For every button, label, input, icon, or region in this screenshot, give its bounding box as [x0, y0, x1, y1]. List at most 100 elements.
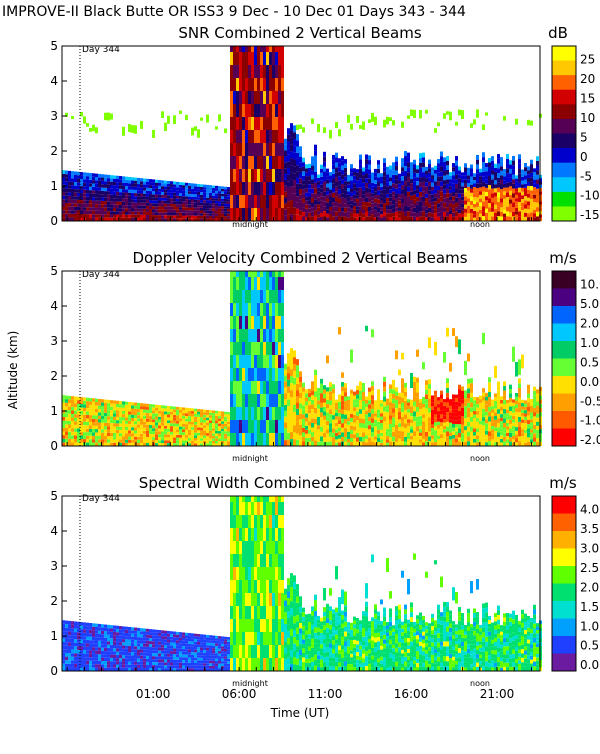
heatmap-cell: [371, 329, 374, 337]
heatmap-cell: [416, 205, 419, 209]
heatmap-cell: [233, 355, 236, 368]
heatmap-cell: [206, 425, 209, 428]
heatmap-cell: [185, 205, 188, 208]
heatmap-cell: [119, 404, 122, 407]
heatmap-cell: [440, 414, 443, 418]
heatmap-cell: [356, 214, 359, 218]
heatmap-cell: [254, 104, 257, 117]
heatmap-cell: [203, 433, 206, 436]
heatmap-cell: [428, 190, 431, 194]
heatmap-cell: [338, 208, 341, 212]
heatmap-cell: [239, 420, 242, 433]
heatmap-cell: [473, 428, 476, 432]
heatmap-cell: [128, 433, 131, 436]
heatmap-cell: [410, 171, 413, 175]
heatmap-cell: [227, 202, 230, 204]
heatmap-cell: [161, 215, 164, 218]
heatmap-cell: [407, 187, 410, 192]
heatmap-cell: [326, 442, 329, 446]
heatmap-cell: [260, 355, 263, 368]
heatmap-cell: [191, 186, 194, 189]
colorbar-tick-label: 5: [580, 130, 588, 144]
heatmap-cell: [284, 192, 287, 198]
heatmap-cell: [314, 161, 317, 166]
heatmap-cell: [104, 648, 107, 651]
heatmap-cell: [245, 117, 248, 130]
heatmap-cell: [110, 430, 113, 433]
heatmap-cell: [71, 439, 74, 443]
snr-day-label: Day 344: [82, 45, 120, 55]
heatmap-cell: [197, 200, 200, 203]
heatmap-cell: [230, 65, 233, 78]
heatmap-cell: [404, 166, 407, 171]
heatmap-cell: [497, 414, 500, 419]
heatmap-cell: [434, 395, 437, 399]
heatmap-cell: [512, 202, 515, 207]
heatmap-cell: [155, 215, 158, 218]
heatmap-cell: [362, 406, 365, 410]
heatmap-cell: [452, 435, 455, 439]
heatmap-cell: [461, 183, 464, 186]
heatmap-cell: [362, 442, 365, 446]
heatmap-cell: [521, 210, 524, 214]
heatmap-cell: [86, 657, 89, 660]
heatmap-cell: [374, 436, 377, 439]
heatmap-cell: [314, 386, 317, 391]
heatmap-cell: [242, 407, 245, 420]
heatmap-cell: [413, 397, 416, 402]
heatmap-cell: [389, 181, 392, 185]
heatmap-cell: [119, 176, 122, 179]
heatmap-cell: [164, 432, 167, 435]
heatmap-cell: [413, 401, 416, 406]
heatmap-cell: [494, 164, 497, 168]
heatmap-cell: [392, 394, 395, 399]
heatmap-cell: [479, 214, 482, 218]
heatmap-cell: [152, 428, 155, 431]
heatmap-cell: [188, 188, 191, 191]
heatmap-cell: [200, 190, 203, 193]
heatmap-cell: [239, 143, 242, 156]
heatmap-cell: [323, 157, 326, 162]
heatmap-cell: [266, 433, 269, 446]
heatmap-cell: [476, 411, 479, 414]
heatmap-cell: [92, 415, 95, 418]
heatmap-cell: [293, 153, 296, 160]
heatmap-cell: [371, 186, 374, 189]
heatmap-cell: [485, 213, 488, 217]
heatmap-cell: [86, 398, 89, 401]
heatmap-cell: [176, 207, 179, 210]
heatmap-cell: [518, 378, 521, 383]
heatmap-cell: [410, 416, 413, 419]
heatmap-cell: [248, 271, 251, 277]
heatmap-cell: [191, 205, 194, 208]
heatmap-cell: [485, 400, 488, 404]
heatmap-cell: [338, 181, 341, 185]
heatmap-cell: [113, 179, 116, 182]
width-unit: m/s: [549, 474, 577, 492]
heatmap-cell: [467, 427, 470, 432]
heatmap-cell: [275, 65, 278, 78]
heatmap-cell: [251, 78, 254, 91]
heatmap-cell: [83, 422, 86, 425]
heatmap-cell: [302, 428, 305, 433]
heatmap-cell: [164, 181, 167, 184]
heatmap-cell: [182, 438, 185, 441]
heatmap-cell: [359, 174, 362, 179]
heatmap-cell: [146, 197, 149, 200]
heatmap-cell: [323, 403, 326, 407]
heatmap-cell: [338, 413, 341, 417]
heatmap-cell: [233, 342, 236, 355]
heatmap-cell: [161, 186, 164, 189]
heatmap-cell: [458, 110, 461, 116]
heatmap-cell: [473, 421, 476, 425]
heatmap-cell: [323, 201, 326, 206]
heatmap-cell: [530, 182, 533, 186]
heatmap-cell: [269, 303, 272, 316]
heatmap-cell: [521, 203, 524, 207]
heatmap-cell: [242, 342, 245, 355]
heatmap-cell: [134, 418, 137, 421]
heatmap-cell: [74, 171, 77, 175]
heatmap-cell: [515, 427, 518, 431]
heatmap-cell: [482, 187, 485, 192]
heatmap-cell: [134, 193, 137, 196]
